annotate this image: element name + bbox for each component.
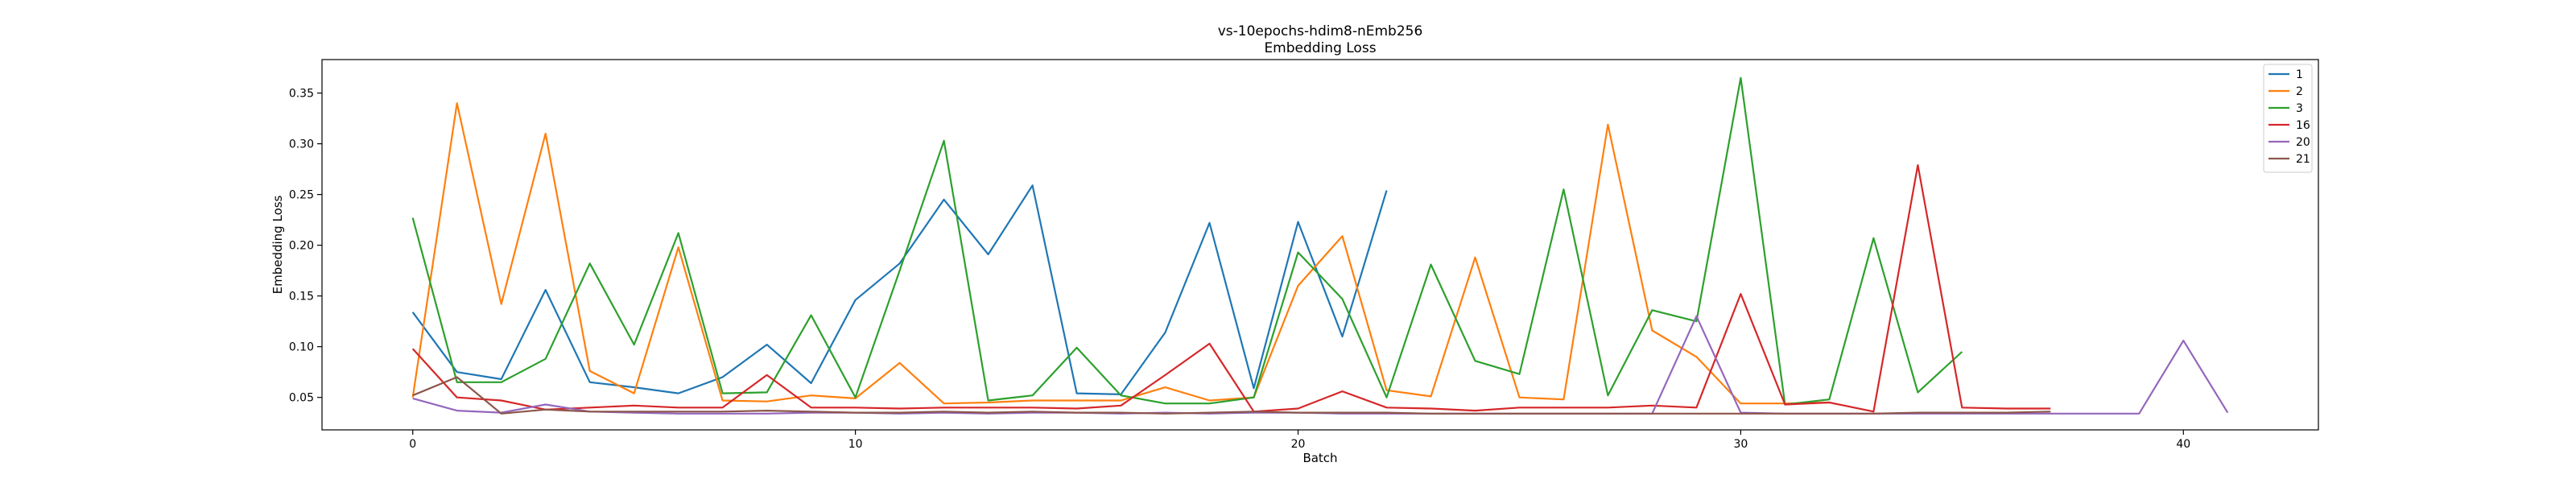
x-axis: 0 10 20 30 40	[409, 430, 2190, 451]
y-axis-label: Embedding Loss	[270, 195, 285, 294]
y-axis: 0.05 0.10 0.15 0.20 0.25 0.30 0.35	[289, 88, 322, 405]
legend-label: 16	[2296, 119, 2310, 132]
y-tick-label: 0.10	[289, 341, 314, 354]
y-tick-label: 0.30	[289, 138, 314, 151]
plot-frame	[321, 59, 2319, 431]
series-line-2	[411, 102, 1830, 405]
chart-subtitle: Embedding Loss	[1264, 40, 1376, 56]
legend-label: 1	[2296, 68, 2303, 81]
legend-label: 2	[2296, 85, 2303, 98]
legend-label: 20	[2296, 136, 2310, 149]
legend: 1 2 3 16 20 21	[2263, 64, 2313, 173]
x-tick-label: 20	[1291, 438, 1306, 451]
x-tick-label: 30	[1733, 438, 1748, 451]
y-tick-label: 0.05	[289, 392, 314, 405]
x-tick-label: 40	[2176, 438, 2190, 451]
series-layer	[411, 76, 2229, 415]
x-axis-label: Batch	[1302, 451, 1337, 465]
chart-title: vs-10epochs-hdim8-nEmb256	[1218, 23, 1423, 39]
y-tick-label: 0.15	[289, 291, 314, 303]
x-tick-label: 0	[409, 438, 416, 451]
y-tick-label: 0.20	[289, 240, 314, 253]
series-line-16	[411, 164, 2051, 413]
y-tick-label: 0.35	[289, 88, 314, 101]
legend-label: 21	[2296, 153, 2310, 166]
y-tick-label: 0.25	[289, 189, 314, 202]
legend-label: 3	[2296, 102, 2303, 115]
series-line-1	[411, 184, 1388, 395]
series-line-3	[411, 76, 1963, 406]
x-tick-label: 10	[848, 438, 863, 451]
series-line-21	[412, 376, 2051, 415]
